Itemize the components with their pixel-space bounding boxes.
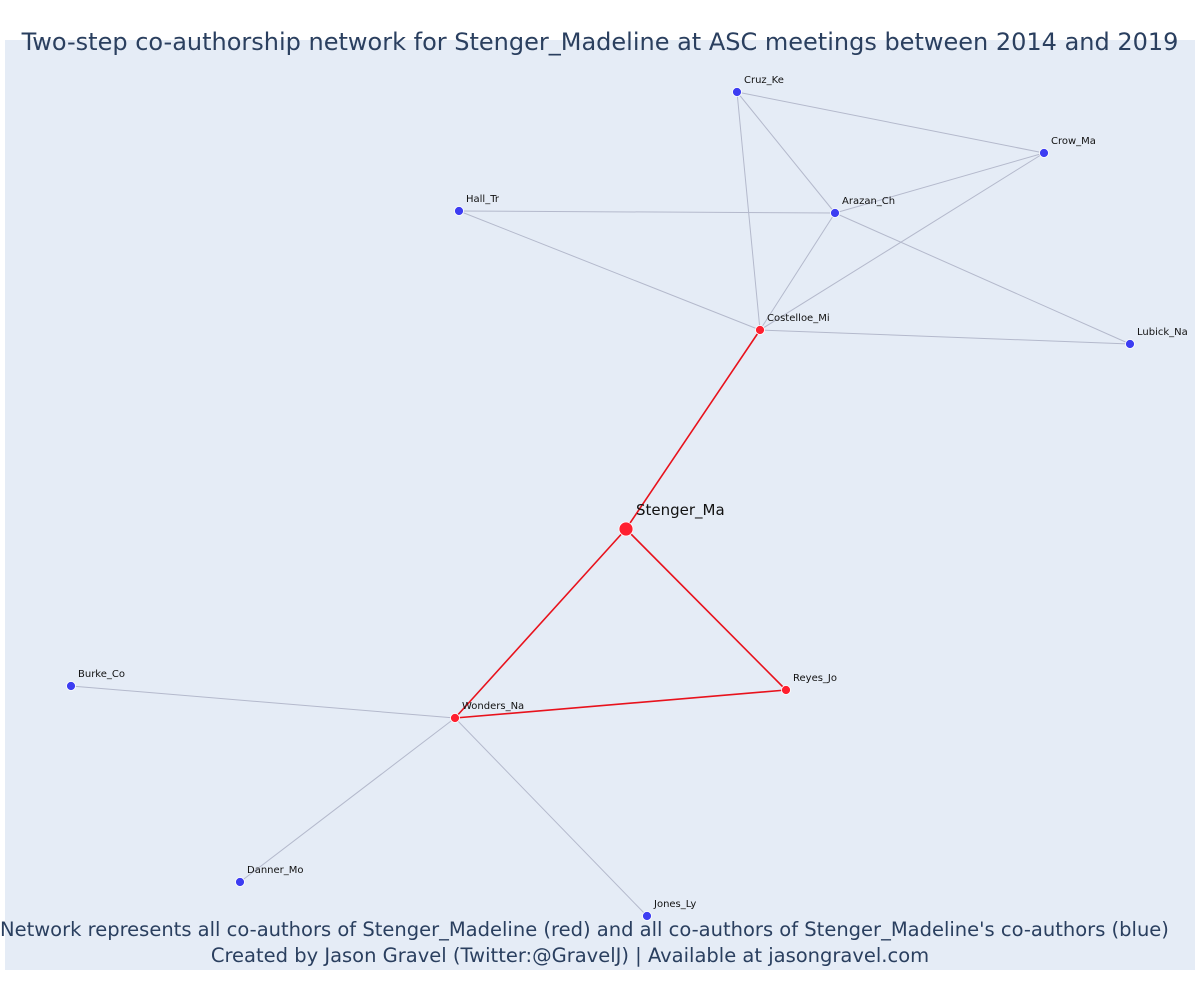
node-Danner_Mo[interactable]: [235, 877, 245, 887]
caption-description: Network represents all co-authors of Ste…: [0, 918, 1169, 941]
node-label-Crow_Ma: Crow_Ma: [1051, 136, 1096, 147]
node-label-Lubick_Na: Lubick_Na: [1137, 327, 1188, 338]
node-label-Cruz_Ke: Cruz_Ke: [744, 75, 784, 86]
node-Lubick_Na[interactable]: [1125, 339, 1135, 349]
edge-Cruz_Ke-Crow_Ma: [736, 91, 1045, 154]
edge-Stenger_Ma-Wonders_Na: [454, 528, 627, 719]
edge-Stenger_Ma-Reyes_Jo: [625, 528, 787, 691]
node-Crow_Ma[interactable]: [1039, 148, 1049, 158]
edge-Stenger_Ma-Costelloe_Mi: [625, 329, 761, 530]
edge-Wonders_Na-Jones_Ly: [454, 717, 648, 917]
node-Burke_Co[interactable]: [66, 681, 76, 691]
edge-Wonders_Na-Burke_Co: [70, 685, 456, 719]
node-label-Jones_Ly: Jones_Ly: [653, 899, 696, 910]
edge-Wonders_Na-Reyes_Jo: [454, 689, 787, 719]
edge-Cruz_Ke-Arazan_Ch: [736, 91, 836, 214]
node-Reyes_Jo[interactable]: [781, 685, 791, 695]
edge-Costelloe_Mi-Lubick_Na: [759, 329, 1131, 345]
node-label-Danner_Mo: Danner_Mo: [247, 865, 304, 876]
node-label-Reyes_Jo: Reyes_Jo: [793, 673, 837, 684]
edge-Arazan_Ch-Lubick_Na: [834, 212, 1131, 345]
node-Arazan_Ch[interactable]: [830, 208, 840, 218]
chart-title: Two-step co-authorship network for Steng…: [21, 28, 1179, 56]
caption-credit: Created by Jason Gravel (Twitter:@Gravel…: [210, 944, 930, 967]
edge-Costelloe_Mi-Cruz_Ke: [736, 91, 761, 331]
edge-Costelloe_Mi-Arazan_Ch: [759, 212, 836, 331]
node-layer: [66, 87, 1135, 921]
node-Hall_Tr[interactable]: [454, 206, 464, 216]
node-label-Arazan_Ch: Arazan_Ch: [842, 196, 895, 207]
edge-Costelloe_Mi-Crow_Ma: [759, 152, 1045, 331]
node-Wonders_Na[interactable]: [450, 713, 460, 723]
node-Cruz_Ke[interactable]: [732, 87, 742, 97]
edge-Costelloe_Mi-Hall_Tr: [458, 210, 761, 331]
node-Costelloe_Mi[interactable]: [755, 325, 765, 335]
node-Jones_Ly[interactable]: [642, 911, 652, 921]
edge-Wonders_Na-Danner_Mo: [239, 717, 456, 883]
label-layer: Stenger_Ma Costelloe_Mi Wonders_Na Reyes_Jo…: [78, 75, 1188, 910]
node-label-Wonders_Na: Wonders_Na: [462, 701, 524, 712]
edge-Arazan_Ch-Crow_Ma: [834, 152, 1045, 214]
node-label-Costelloe_Mi: Costelloe_Mi: [767, 313, 830, 324]
node-label-Hall_Tr: Hall_Tr: [466, 194, 500, 205]
node-label-Stenger_Ma: Stenger_Ma: [636, 501, 725, 520]
edge-layer: [70, 91, 1131, 917]
plot-background: [5, 40, 1195, 970]
edge-Arazan_Ch-Hall_Tr: [458, 210, 836, 214]
node-Stenger_Ma[interactable]: [618, 521, 634, 537]
node-label-Burke_Co: Burke_Co: [78, 669, 125, 680]
